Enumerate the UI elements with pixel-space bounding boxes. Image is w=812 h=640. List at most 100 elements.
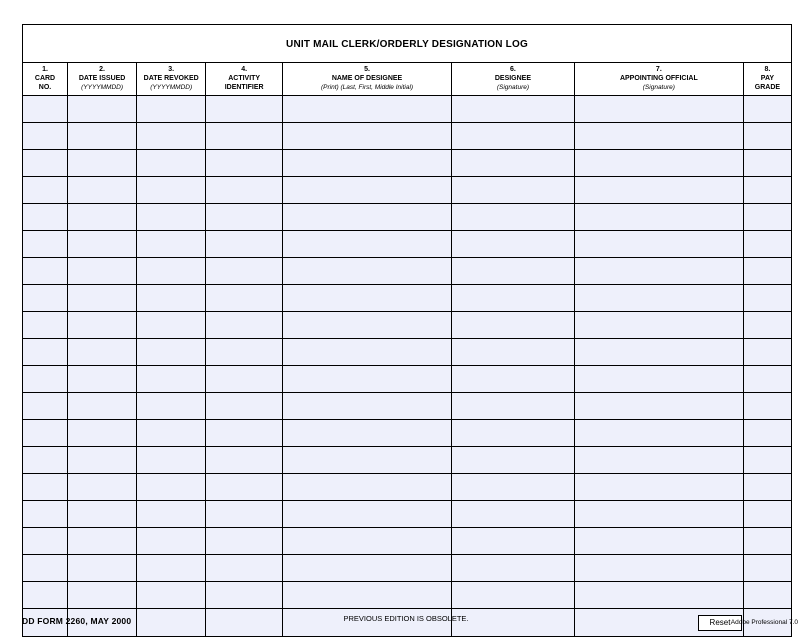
cell[interactable]: [574, 393, 743, 420]
cell[interactable]: [206, 339, 283, 366]
cell[interactable]: [452, 501, 575, 528]
cell[interactable]: [574, 285, 743, 312]
cell[interactable]: [206, 447, 283, 474]
cell[interactable]: [68, 393, 137, 420]
cell[interactable]: [574, 555, 743, 582]
cell[interactable]: [23, 204, 68, 231]
cell[interactable]: [206, 366, 283, 393]
cell[interactable]: [283, 204, 452, 231]
cell[interactable]: [743, 231, 791, 258]
cell[interactable]: [206, 177, 283, 204]
cell[interactable]: [743, 123, 791, 150]
cell[interactable]: [68, 231, 137, 258]
cell[interactable]: [68, 474, 137, 501]
cell[interactable]: [283, 177, 452, 204]
cell[interactable]: [283, 285, 452, 312]
cell[interactable]: [283, 420, 452, 447]
cell[interactable]: [68, 177, 137, 204]
cell[interactable]: [452, 96, 575, 123]
cell[interactable]: [743, 204, 791, 231]
cell[interactable]: [743, 285, 791, 312]
cell[interactable]: [283, 474, 452, 501]
cell[interactable]: [574, 123, 743, 150]
cell[interactable]: [23, 96, 68, 123]
cell[interactable]: [23, 393, 68, 420]
cell[interactable]: [574, 312, 743, 339]
cell[interactable]: [452, 231, 575, 258]
cell[interactable]: [452, 285, 575, 312]
cell[interactable]: [452, 420, 575, 447]
cell[interactable]: [23, 150, 68, 177]
cell[interactable]: [574, 177, 743, 204]
cell[interactable]: [283, 339, 452, 366]
cell[interactable]: [283, 258, 452, 285]
cell[interactable]: [283, 150, 452, 177]
cell[interactable]: [137, 393, 206, 420]
cell[interactable]: [743, 555, 791, 582]
cell[interactable]: [137, 285, 206, 312]
cell[interactable]: [68, 204, 137, 231]
cell[interactable]: [574, 258, 743, 285]
cell[interactable]: [574, 582, 743, 609]
cell[interactable]: [452, 393, 575, 420]
cell[interactable]: [137, 177, 206, 204]
cell[interactable]: [206, 393, 283, 420]
cell[interactable]: [23, 312, 68, 339]
cell[interactable]: [452, 474, 575, 501]
cell[interactable]: [283, 312, 452, 339]
cell[interactable]: [23, 123, 68, 150]
cell[interactable]: [206, 285, 283, 312]
cell[interactable]: [23, 447, 68, 474]
cell[interactable]: [283, 528, 452, 555]
cell[interactable]: [574, 231, 743, 258]
cell[interactable]: [206, 528, 283, 555]
cell[interactable]: [68, 150, 137, 177]
cell[interactable]: [137, 123, 206, 150]
cell[interactable]: [68, 528, 137, 555]
cell[interactable]: [743, 474, 791, 501]
cell[interactable]: [283, 501, 452, 528]
cell[interactable]: [23, 231, 68, 258]
cell[interactable]: [206, 555, 283, 582]
cell[interactable]: [452, 582, 575, 609]
cell[interactable]: [574, 528, 743, 555]
cell[interactable]: [574, 150, 743, 177]
cell[interactable]: [452, 258, 575, 285]
cell[interactable]: [574, 420, 743, 447]
cell[interactable]: [68, 96, 137, 123]
cell[interactable]: [574, 501, 743, 528]
cell[interactable]: [743, 528, 791, 555]
cell[interactable]: [743, 339, 791, 366]
cell[interactable]: [206, 582, 283, 609]
cell[interactable]: [452, 177, 575, 204]
cell[interactable]: [137, 258, 206, 285]
cell[interactable]: [206, 474, 283, 501]
cell[interactable]: [68, 339, 137, 366]
cell[interactable]: [452, 339, 575, 366]
cell[interactable]: [743, 393, 791, 420]
cell[interactable]: [574, 204, 743, 231]
cell[interactable]: [743, 501, 791, 528]
cell[interactable]: [743, 582, 791, 609]
cell[interactable]: [23, 339, 68, 366]
cell[interactable]: [137, 474, 206, 501]
cell[interactable]: [283, 447, 452, 474]
cell[interactable]: [743, 177, 791, 204]
cell[interactable]: [452, 528, 575, 555]
cell[interactable]: [137, 96, 206, 123]
cell[interactable]: [23, 285, 68, 312]
cell[interactable]: [137, 204, 206, 231]
cell[interactable]: [137, 420, 206, 447]
cell[interactable]: [137, 339, 206, 366]
cell[interactable]: [23, 258, 68, 285]
cell[interactable]: [68, 501, 137, 528]
cell[interactable]: [23, 501, 68, 528]
cell[interactable]: [137, 501, 206, 528]
cell[interactable]: [206, 420, 283, 447]
cell[interactable]: [283, 123, 452, 150]
cell[interactable]: [68, 285, 137, 312]
cell[interactable]: [23, 177, 68, 204]
cell[interactable]: [452, 150, 575, 177]
cell[interactable]: [206, 204, 283, 231]
cell[interactable]: [68, 312, 137, 339]
